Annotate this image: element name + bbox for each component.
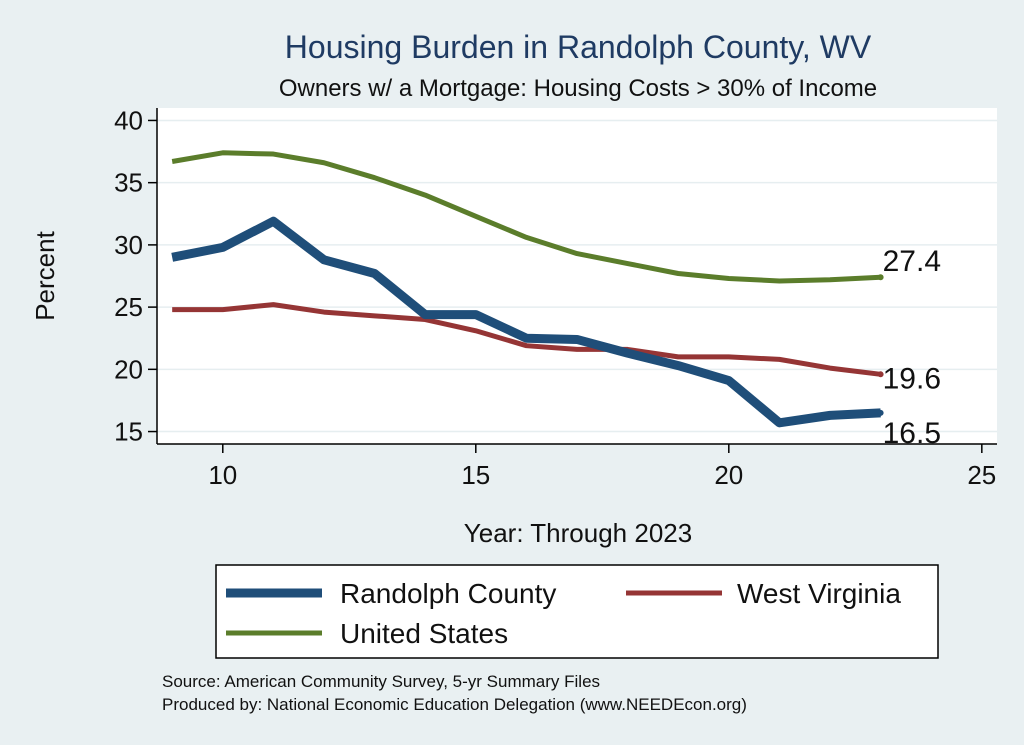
x-tick-label-25: 25 (967, 460, 996, 490)
series-line-united-states (171, 150, 881, 284)
x-tick-label-15: 15 (461, 460, 490, 490)
y-tick-label-20: 20 (114, 354, 143, 384)
series-line-randolph-county (171, 216, 881, 428)
x-tick-label-10: 10 (208, 460, 237, 490)
end-label-united-states: 27.4 (883, 245, 941, 278)
x-tick-label-20: 20 (714, 460, 743, 490)
series-lines (171, 150, 884, 428)
legend-label-west-virginia: West Virginia (737, 578, 901, 609)
y-tick-label-25: 25 (114, 292, 143, 322)
chart-title: Housing Burden in Randolph County, WV (285, 29, 872, 65)
source-note: Source: American Community Survey, 5-yr … (162, 672, 600, 691)
legend: Randolph County West Virginia United State… (226, 578, 901, 649)
y-tick-label-15: 15 (114, 417, 143, 447)
y-tick-label-35: 35 (114, 168, 143, 198)
series-endpoint-randolph-county (877, 409, 884, 416)
series-endpoint-west-virginia (877, 371, 884, 378)
y-tick-label-30: 30 (114, 230, 143, 260)
legend-label-randolph-county: Randolph County (340, 578, 556, 609)
end-label-west-virginia: 19.6 (883, 362, 941, 395)
y-tick-label-40: 40 (114, 105, 143, 135)
y-axis-label: Percent (30, 230, 60, 320)
end-label-randolph-county: 16.5 (883, 417, 941, 450)
series-line-west-virginia (172, 302, 881, 377)
legend-label-united-states: United States (340, 618, 508, 649)
series-endpoint-united-states (877, 274, 884, 281)
legend-box (215, 564, 939, 659)
x-axis-label: Year: Through 2023 (464, 518, 692, 548)
produced-by-note: Produced by: National Economic Education… (162, 695, 747, 714)
tick-labels: 15 20 25 30 35 40 10 15 20 25 (114, 105, 996, 490)
axes (148, 108, 997, 453)
end-labels: 16.5 19.6 27.4 (883, 245, 941, 450)
chart-subtitle: Owners w/ a Mortgage: Housing Costs > 30… (279, 75, 877, 102)
